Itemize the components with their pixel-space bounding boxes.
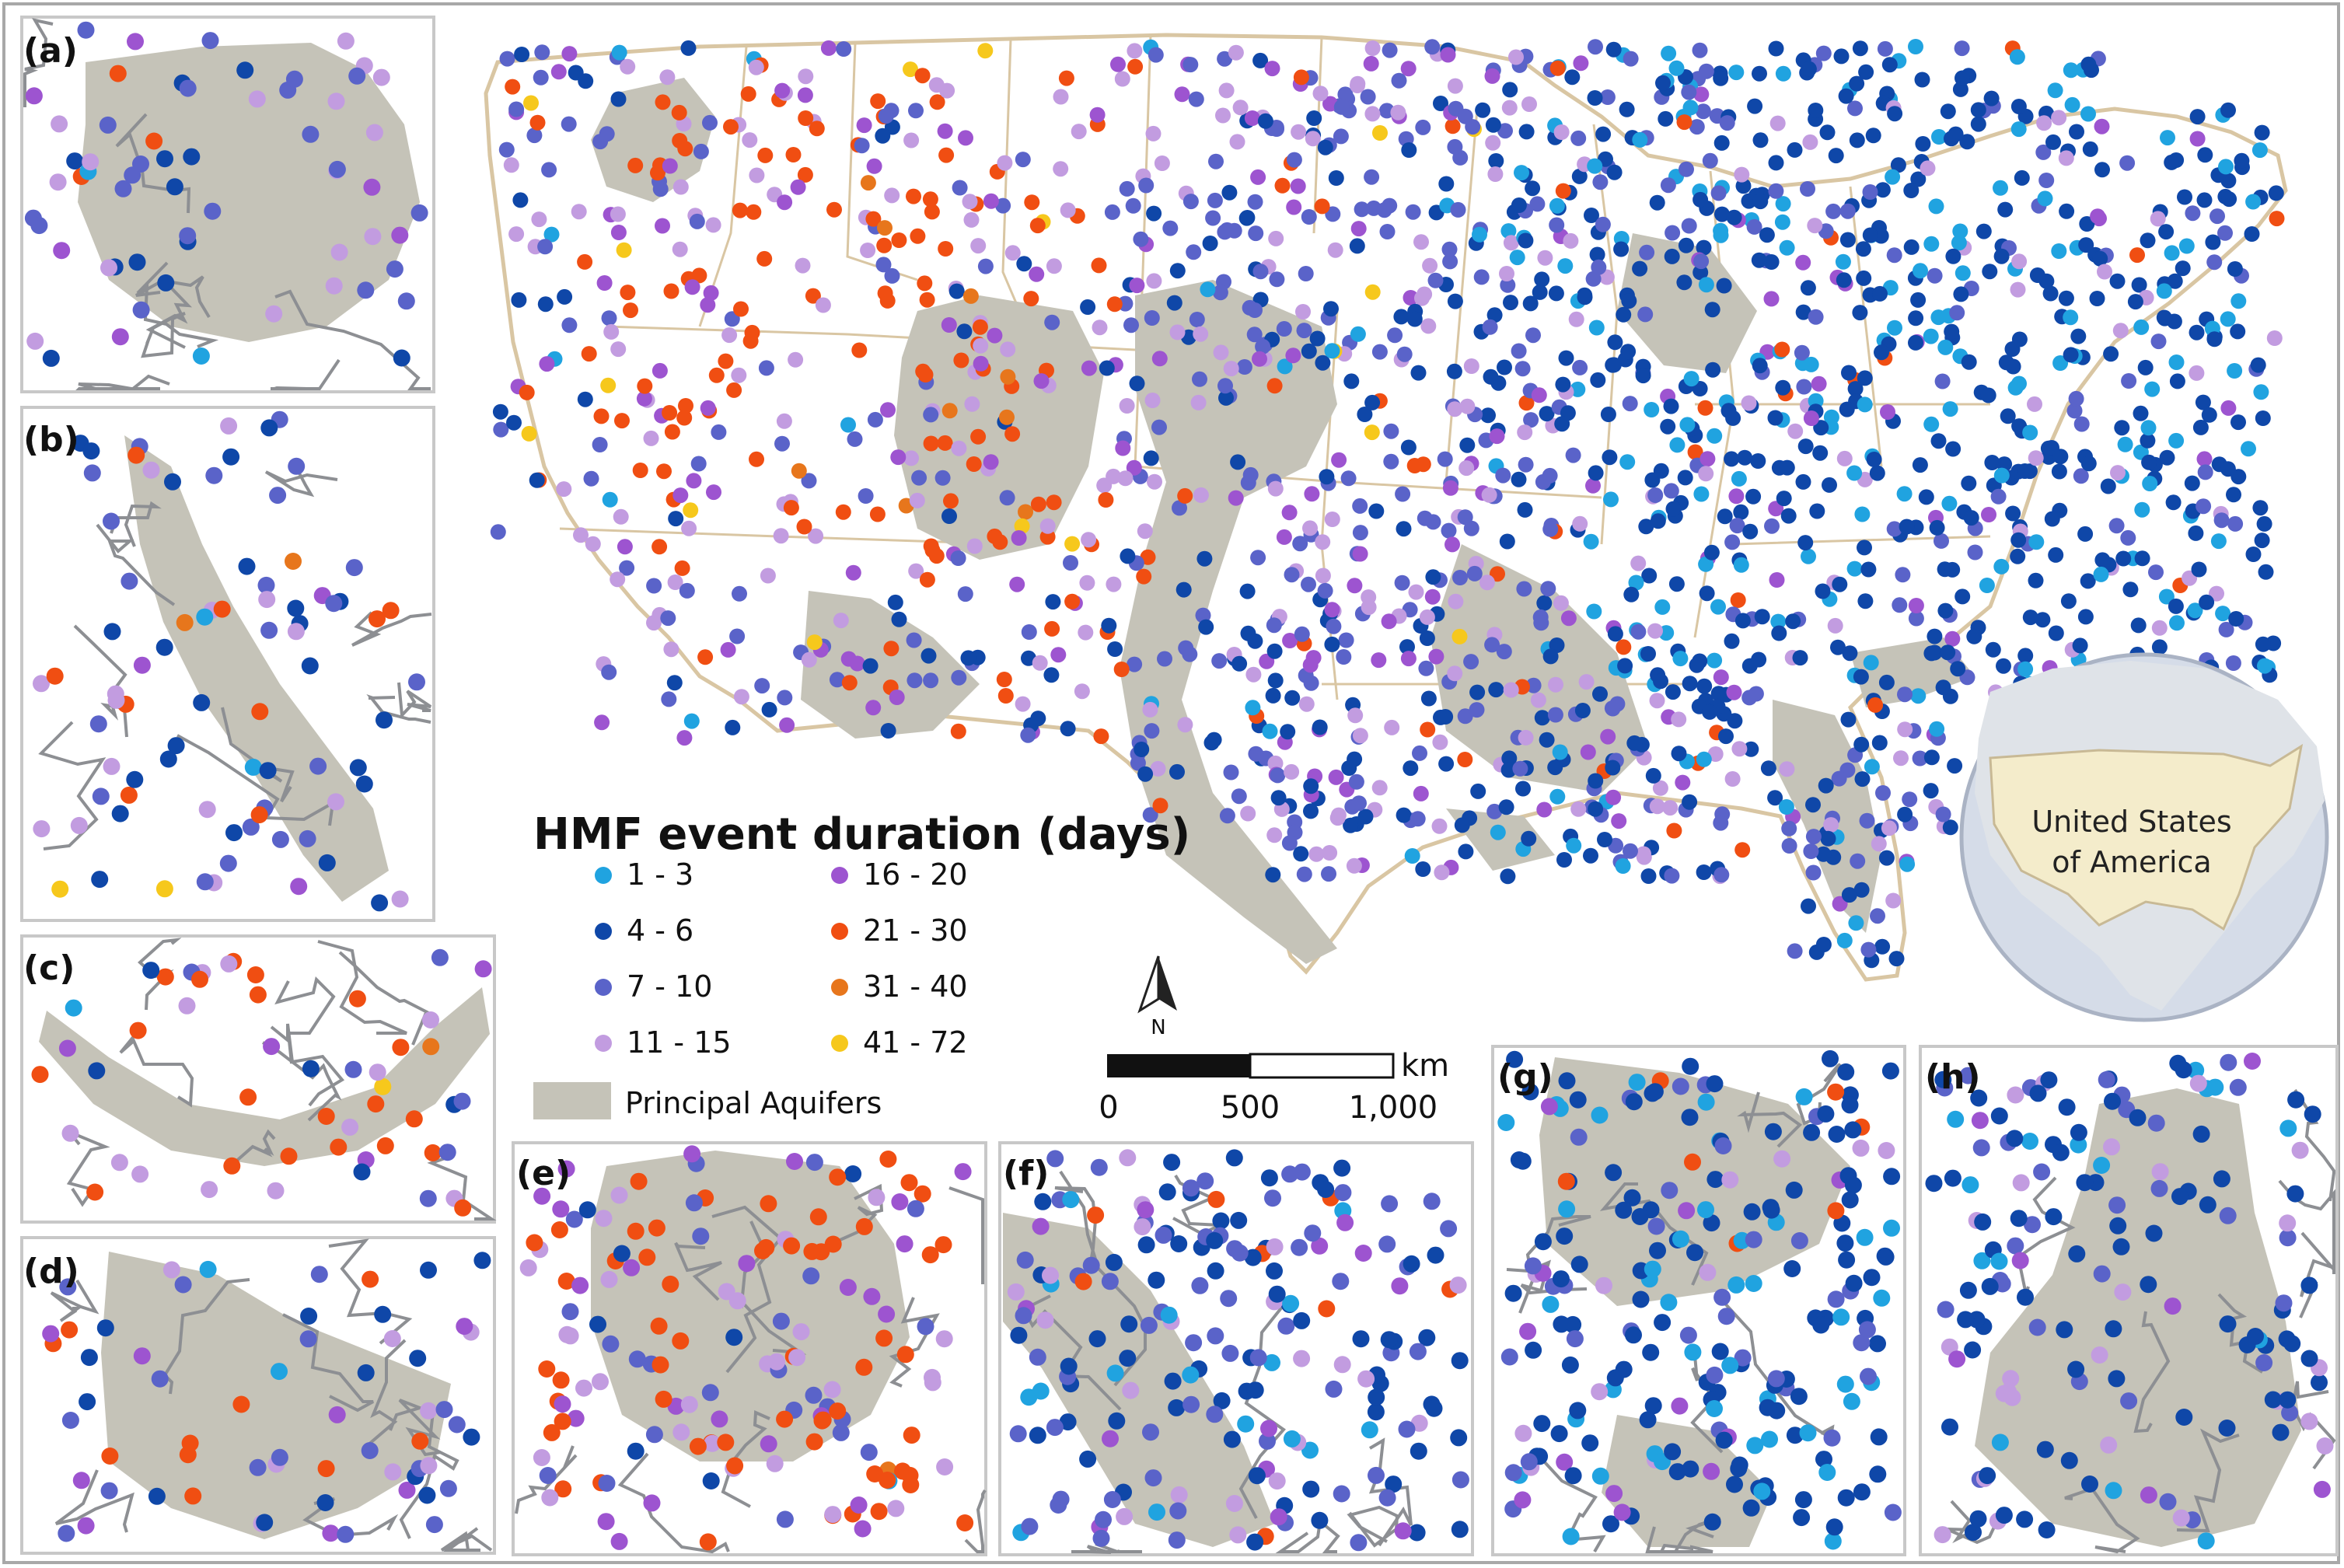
- globe-locator-inset: United States of America: [1959, 652, 2329, 1022]
- scale-tick-500: 500: [1221, 1090, 1280, 1126]
- panel-label-d: (d): [23, 1252, 79, 1291]
- north-label: N: [1151, 1016, 1165, 1039]
- legend-aquifer-swatch: [533, 1082, 611, 1119]
- legend: HMF event duration (days) 1 - 3 4 - 6 7 - …: [533, 809, 1190, 1120]
- legend-label-1: 4 - 6: [627, 913, 693, 948]
- legend-items: 1 - 3 4 - 6 7 - 10 11 - 15 16 - 20 21 - 30 31 …: [595, 857, 968, 1060]
- legend-swatch-3: [595, 1035, 612, 1052]
- inset-panel-b: (b): [20, 406, 435, 922]
- globe-usa: [1989, 743, 2304, 931]
- legend-swatch-1: [595, 923, 612, 940]
- inset-panel-c: (c): [20, 934, 497, 1224]
- legend-label-4: 16 - 20: [863, 857, 968, 892]
- panel-label-h: (h): [1925, 1057, 1981, 1097]
- legend-swatch-5: [831, 923, 848, 940]
- legend-label-2: 7 - 10: [627, 969, 712, 1004]
- legend-swatch-6: [831, 979, 848, 996]
- legend-label-5: 21 - 30: [863, 913, 968, 948]
- scale-bar: km 0 500 1,000: [1099, 1048, 1449, 1126]
- panel-label-a: (a): [23, 31, 78, 71]
- legend-title: HMF event duration (days): [533, 809, 1190, 860]
- legend-label-6: 31 - 40: [863, 969, 968, 1004]
- panel-label-f: (f): [1003, 1154, 1049, 1193]
- inset-panel-f: (f): [998, 1141, 1474, 1556]
- panel-label-c: (c): [23, 948, 75, 988]
- legend-swatch-0: [595, 867, 612, 884]
- panel-label-e: (e): [516, 1154, 571, 1193]
- legend-label-7: 41 - 72: [863, 1025, 968, 1060]
- globe-label-line1: United States: [2031, 805, 2231, 839]
- legend-swatch-4: [831, 867, 848, 884]
- stream-gauge-sites: [490, 39, 2285, 969]
- inset-panel-d: (d): [20, 1236, 496, 1555]
- main-conus-map: [484, 33, 2288, 982]
- legend-swatch-2: [595, 979, 612, 996]
- legend-swatch-7: [831, 1035, 848, 1052]
- inset-panel-e: (e): [512, 1141, 987, 1556]
- inset-panel-g: (g): [1491, 1045, 1906, 1556]
- panel-label-g: (g): [1497, 1057, 1553, 1097]
- inset-panel-a: (a): [20, 16, 435, 393]
- panel-label-b: (b): [23, 420, 79, 459]
- globe-label-line2: of America: [2052, 845, 2211, 879]
- legend-aquifer-label: Principal Aquifers: [625, 1086, 882, 1120]
- north-arrow: N: [1137, 955, 1177, 1039]
- scale-tick-1000: 1,000: [1349, 1090, 1438, 1126]
- legend-label-0: 1 - 3: [627, 857, 693, 892]
- legend-label-3: 11 - 15: [627, 1025, 732, 1060]
- principal-aquifers: [591, 78, 1975, 964]
- inset-panel-h: (h): [1919, 1045, 2339, 1556]
- scale-unit: km: [1401, 1048, 1449, 1084]
- scale-tick-0: 0: [1099, 1090, 1118, 1126]
